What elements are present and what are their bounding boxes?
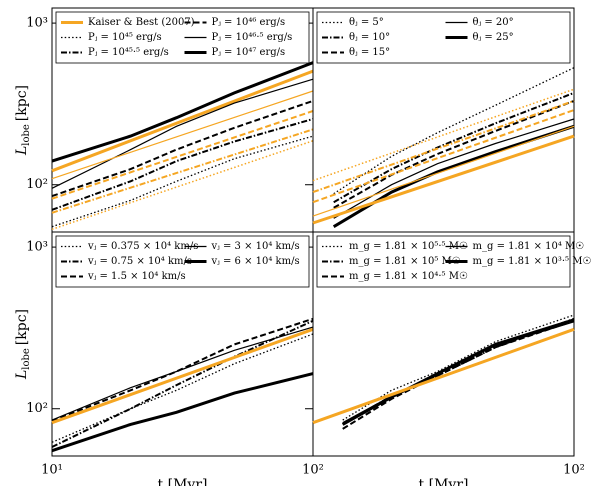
legend-label: m_g = 1.81 × 10⁴ M☉ [473,241,585,252]
line-series [312,125,575,217]
line-series [51,326,314,421]
line-series [342,319,575,430]
legend-box [316,235,571,288]
legend-label: Pⱼ = 10⁴⁶·⁵ erg/s [212,32,293,43]
y-label-subscript: lobe [21,124,32,146]
legend-label: θⱼ = 25° [473,32,514,43]
legend-label: θⱼ = 10° [349,32,390,43]
panel: 10² t [Myr] m_g = 1.81 × 10⁵·⁵ M☉ m_g = 1.8… [312,231,592,486]
line-series [51,140,314,231]
legend-label: Pⱼ = 10⁴⁵·⁵ erg/s [88,47,169,58]
legend-label: vⱼ = 1.5 × 10⁴ km/s [87,271,186,282]
line-series [51,99,314,198]
line-series [51,128,314,214]
legend-box [316,11,571,64]
line-series [312,88,575,182]
legend-label: m_g = 1.81 × 10⁵ M☉ [349,256,461,267]
x-axis-label: t [Myr] [419,477,469,486]
legend-label: θⱼ = 20° [473,17,514,28]
y-label-symbol: L [14,370,30,380]
y-label-subscript: lobe [21,348,32,370]
line-series [312,109,575,204]
legend-label: vⱼ = 3 × 10⁴ km/s [211,241,300,252]
y-tick-label: 10³ [26,240,48,255]
panel: 10³ 10² 10¹ 10² t [Myr] Llobe [kpc] vⱼ = 0.375 … [14,231,324,486]
line-series [51,118,314,211]
legend-box [55,235,310,288]
legend-label: θⱼ = 5° [349,17,384,28]
x-tick-label: 10¹ [41,463,63,478]
legend-label: θⱼ = 15° [349,47,390,58]
legend-box [55,11,310,64]
y-tick-label: 10² [26,177,48,192]
y-label-symbol: L [14,146,30,156]
panel: θⱼ = 5° θⱼ = 10° θⱼ = 15° θⱼ = 20° θⱼ = 25° [312,7,575,233]
y-tick-label: 10³ [26,16,48,31]
y-label-unit: [kpc] [14,309,30,345]
line-series [51,135,314,228]
line-series [312,134,575,225]
legend-label: Pⱼ = 10⁴⁵ erg/s [88,32,162,43]
x-tick-label: 10² [302,463,324,478]
y-axis-label: Llobe [kpc] [14,85,32,156]
y-axis-label: Llobe [kpc] [14,309,32,380]
line-series [341,318,575,426]
line-series [333,99,575,209]
line-series [333,91,575,204]
legend-label: vⱼ = 0.375 × 10⁴ km/s [87,241,198,252]
line-series [51,372,314,453]
line-series [51,61,314,163]
line-series [312,99,575,194]
legend-label: vⱼ = 6 × 10⁴ km/s [211,256,300,267]
line-series [312,327,575,425]
line-series [51,110,314,200]
y-label-unit: [kpc] [14,85,30,121]
x-axis-label: t [Myr] [158,477,208,486]
line-series [51,69,314,173]
line-series [51,333,314,443]
legend-label: vⱼ = 0.75 × 10⁴ km/s [87,256,192,267]
line-series [51,78,314,189]
line-series [51,327,314,425]
line-series [51,317,314,422]
y-tick-label: 10² [26,401,48,416]
legend-label: m_g = 1.81 × 10⁴·⁵ M☉ [349,271,468,282]
legend-label: Kaiser & Best (2007) [88,17,195,28]
legend-label: m_g = 1.81 × 10³·⁵ M☉ [473,256,592,267]
legend-label: Pⱼ = 10⁴⁷ erg/s [212,47,286,58]
line-series [51,319,314,448]
legend-label: Pⱼ = 10⁴⁶ erg/s [212,17,286,28]
plot-frame [312,231,575,457]
panel: 10³ 10² Llobe [kpc] Kaiser & Best (2007) Pⱼ =… [14,7,314,233]
line-series [51,90,314,180]
legend-label: m_g = 1.81 × 10⁵·⁵ M☉ [349,241,468,252]
x-tick-label: 10² [563,463,585,478]
